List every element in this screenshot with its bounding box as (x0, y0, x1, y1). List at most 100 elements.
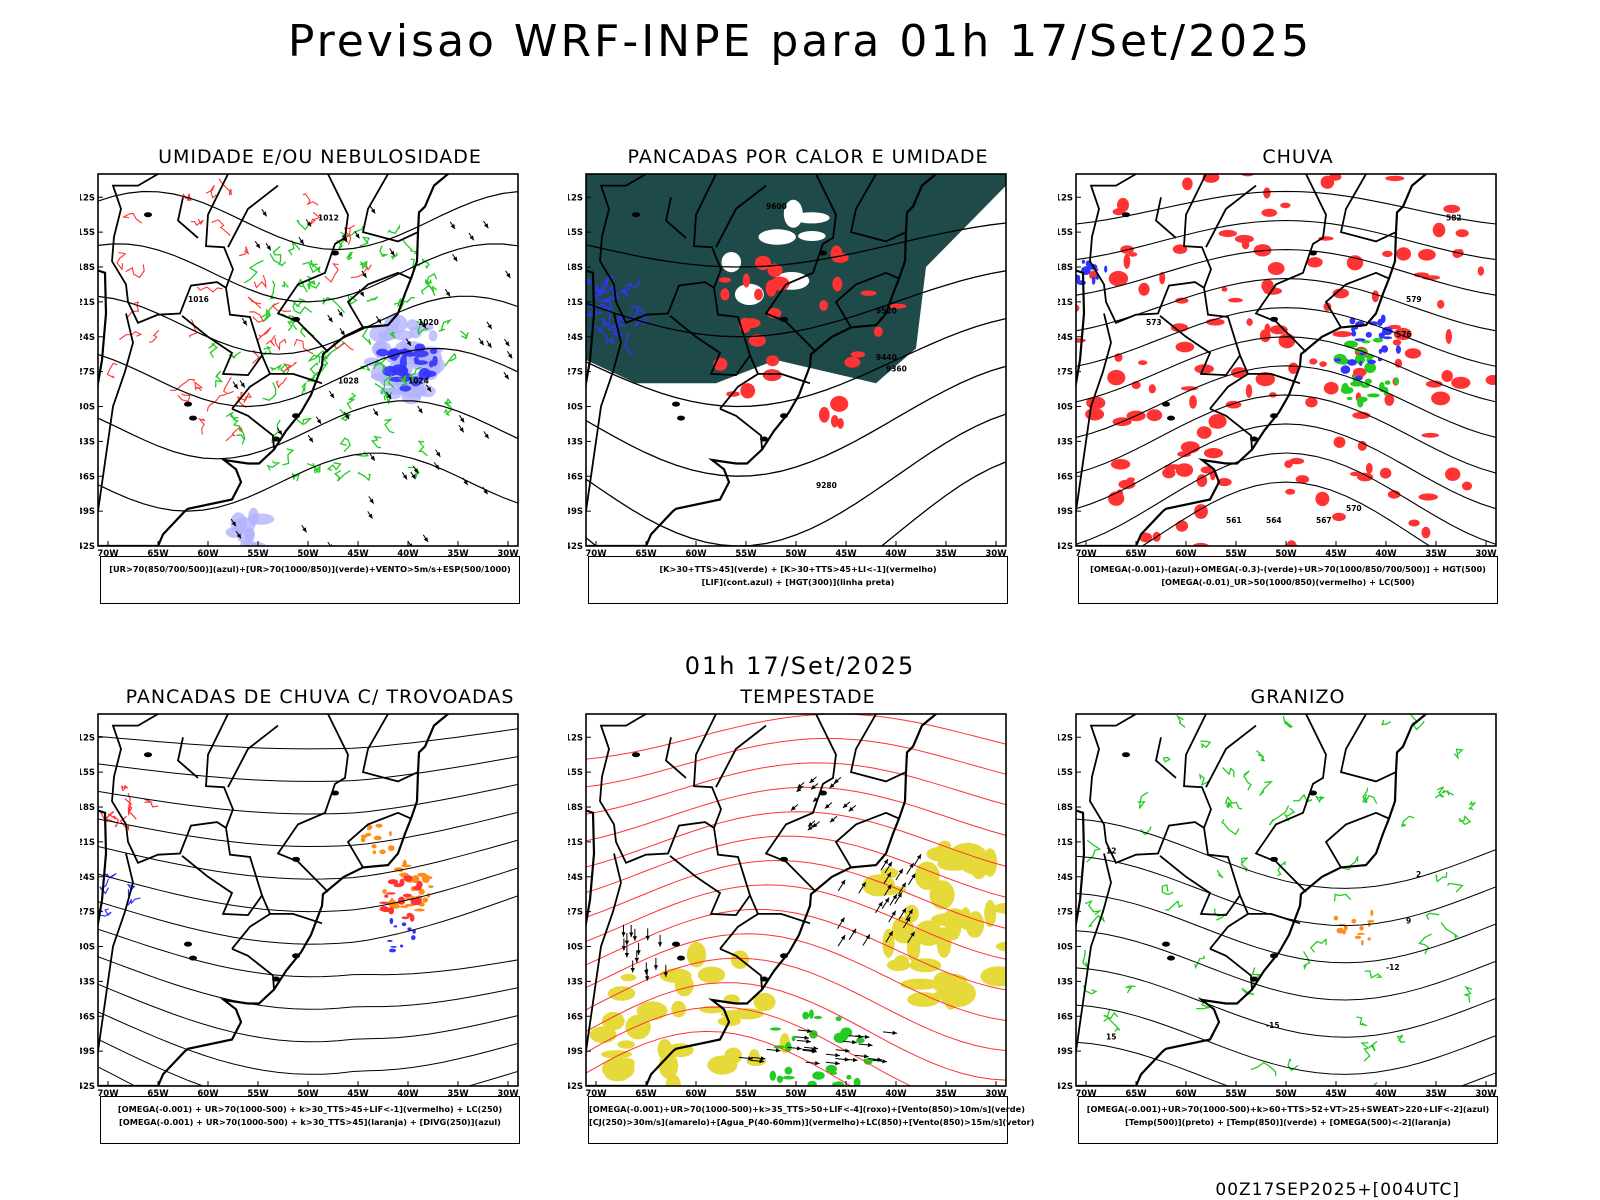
thunderstorm-core (384, 894, 389, 898)
lat-tick-label: 33S (568, 437, 583, 447)
humidity-core (432, 355, 438, 367)
lat-tick-label: 42S (80, 542, 95, 552)
country-border (1183, 714, 1250, 950)
rain-area (1107, 369, 1126, 386)
lat-tick-label: 39S (80, 1047, 95, 1057)
height-contour (1076, 190, 1496, 225)
country-border (111, 174, 227, 324)
wind-vector (812, 821, 820, 828)
wind-vector (307, 434, 314, 443)
thunderstorm-core (409, 914, 415, 922)
wind-vector (889, 893, 898, 906)
country-border (1324, 811, 1390, 868)
rain-moderate (1357, 396, 1368, 403)
thunderstorm-core (401, 916, 410, 920)
wind-850-area (833, 1081, 845, 1086)
country-border (346, 811, 412, 868)
lon-tick-label: 55W (735, 1089, 757, 1096)
lat-tick-label: 27S (1058, 368, 1073, 378)
panel-title: PANCADAS DE CHUVA C/ TROVOADAS (125, 686, 515, 708)
wind-vector (842, 801, 851, 809)
wind-850-area (813, 1015, 823, 1020)
rain-area (1431, 391, 1451, 406)
jet-stream-area (659, 968, 692, 983)
divergence-area (387, 939, 393, 942)
thickness-contour (275, 377, 287, 389)
lon-tick-label: 60W (685, 1089, 707, 1096)
lat-tick-label: 33S (568, 977, 583, 987)
lake (1309, 250, 1317, 256)
rain-area (1263, 187, 1271, 199)
wind-vector (506, 351, 513, 359)
country-border (111, 714, 227, 864)
legend-line: [OMEGA(-0.001) + UR>70(1000-500) + k>30_… (119, 1117, 501, 1127)
wind-850-area (864, 1059, 873, 1065)
wind-vector (872, 1059, 888, 1064)
temperature-850-contour (1221, 819, 1240, 836)
wind-vector (902, 916, 911, 929)
humidity-contour (262, 382, 277, 402)
divergence-area (407, 927, 412, 931)
country-border (227, 724, 279, 788)
legend-line: [OMEGA(-0.001)+UR>70(1000-500)+k>35_TTS>… (589, 1104, 1025, 1114)
rain-area (1332, 288, 1349, 299)
rain-area (1269, 392, 1277, 398)
lon-tick-label: 60W (1175, 549, 1197, 556)
country-border (715, 724, 767, 788)
thickness-contour (293, 338, 314, 355)
rain-area (1421, 432, 1440, 438)
wind-850-area (825, 1064, 837, 1073)
humidity-area (369, 325, 394, 343)
humidity-contour (443, 407, 454, 417)
country-border (181, 315, 263, 377)
country-border (849, 714, 907, 783)
wind-850-area (819, 1090, 832, 1093)
humidity-core (413, 356, 419, 363)
lon-tick-label: 55W (247, 549, 269, 556)
jet-stream-area (995, 941, 1006, 952)
country-border (1155, 737, 1177, 779)
lake (672, 941, 680, 947)
contour-label: 576 (1396, 330, 1412, 339)
rain-area (1111, 272, 1123, 282)
thunderstorm-area (373, 835, 382, 841)
wind-vector (636, 942, 641, 955)
lon-tick-label: 50W (1275, 1089, 1297, 1096)
lon-tick-label: 50W (785, 1089, 807, 1096)
country-border (586, 313, 622, 518)
humidity-contour (393, 296, 416, 305)
main-title: Previsao WRF-INPE para 01h 17/Set/2025 (287, 16, 1313, 67)
temperature-850-contour (1103, 1009, 1119, 1020)
panel-granizo: GRANIZO -12 -15 15 12 9 2 12S 15S 18S 21S 24S 27S 30S… (1058, 686, 1538, 1156)
country-border (1205, 724, 1257, 788)
jet-stream-area (881, 867, 899, 879)
rain-light (1365, 331, 1372, 338)
panel-legend: [OMEGA(-0.001)+UR>70(1000-500)+k>35_TTS>… (588, 1096, 1034, 1144)
country-border (1324, 271, 1390, 328)
wind-vector (883, 884, 892, 896)
humidity-contour (287, 239, 301, 256)
thickness-contour (196, 286, 223, 293)
streamline (98, 1038, 518, 1086)
thunderstorm-area (379, 849, 386, 855)
jet-stream-area (753, 992, 776, 1011)
thunderstorm-core (399, 878, 405, 887)
lake (189, 955, 197, 961)
rain-area (1485, 375, 1496, 385)
lifted-index-contour (599, 317, 607, 330)
lat-tick-label: 15S (80, 228, 95, 238)
rain-area (1365, 462, 1373, 474)
humidity-contour (387, 224, 401, 235)
temperature-500-contour (1076, 818, 1496, 889)
rain-area (1261, 279, 1274, 293)
humidity-area (391, 330, 414, 341)
wind-850-area (782, 1075, 795, 1080)
humidity-contour (208, 342, 218, 359)
wind-vector (367, 511, 373, 519)
humidity-core (399, 355, 408, 369)
streamline (98, 783, 518, 815)
humidity-core (389, 376, 406, 383)
thunderstorm-area (371, 844, 377, 849)
rain-area (1194, 364, 1214, 374)
country-border (231, 947, 275, 990)
